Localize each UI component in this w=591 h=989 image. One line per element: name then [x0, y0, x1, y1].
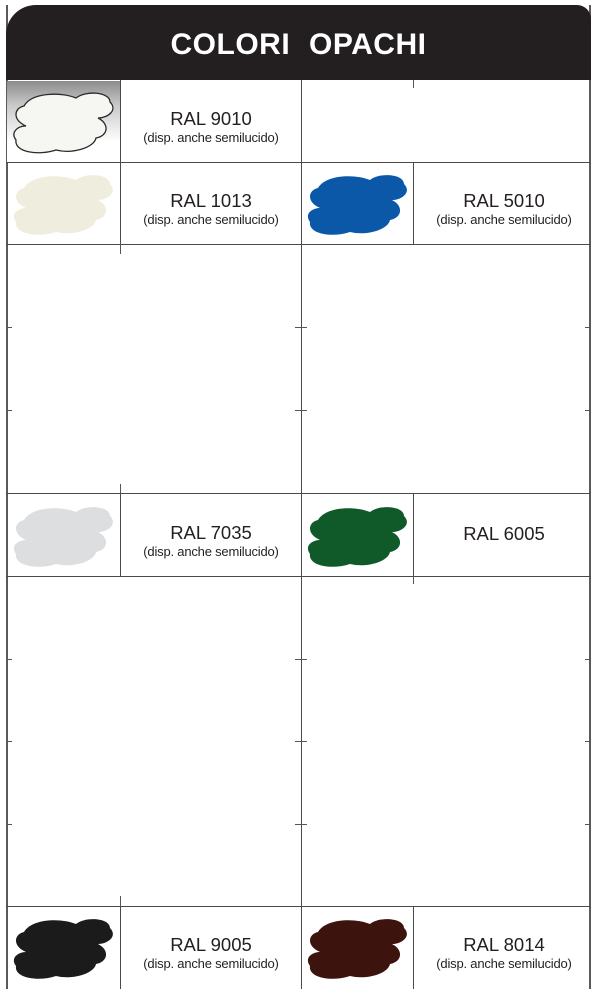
tick-mark — [413, 576, 414, 584]
color-label-ral-7035: RAL 7035 (disp. anche semilucido) — [121, 522, 301, 559]
color-code: RAL 9010 — [170, 108, 252, 129]
color-code: RAL 5010 — [463, 190, 545, 211]
divider — [6, 162, 591, 163]
swatch-ral-5010 — [307, 175, 407, 235]
tick-mark — [585, 659, 591, 660]
color-code: RAL 7035 — [170, 522, 252, 543]
color-label-ral-9005: RAL 9005 (disp. anche semilucido) — [121, 934, 301, 971]
swatch-ral-7035 — [13, 507, 113, 567]
divider — [120, 906, 121, 989]
swatch-shape — [13, 175, 113, 235]
swatch-ral-9010 — [13, 92, 114, 154]
tick-mark — [585, 824, 591, 825]
swatch-ral-6005 — [307, 507, 407, 567]
swatch-shape — [13, 919, 113, 979]
color-label-ral-8014: RAL 8014 (disp. anche semilucido) — [414, 934, 591, 971]
divider — [413, 493, 414, 576]
tick-mark — [295, 327, 307, 328]
tick-mark — [413, 80, 414, 88]
swatch-shape — [13, 507, 113, 567]
divider — [413, 906, 414, 989]
color-code: RAL 8014 — [463, 934, 545, 955]
swatch-shape — [307, 175, 407, 235]
tick-mark — [295, 659, 307, 660]
tick-mark — [120, 244, 121, 254]
divider — [413, 162, 414, 244]
divider — [6, 244, 591, 245]
tick-mark — [295, 824, 307, 825]
page-title: COLORI OPACHI — [170, 28, 427, 61]
color-note: (disp. anche semilucido) — [143, 955, 279, 971]
swatch-ral-9005 — [13, 919, 113, 979]
color-label-ral-6005: RAL 6005 — [414, 523, 591, 546]
divider — [120, 162, 121, 244]
tick-mark — [6, 824, 12, 825]
tick-mark — [585, 327, 591, 328]
swatch-shape — [13, 92, 114, 154]
divider — [120, 493, 121, 576]
swatch-ral-8014 — [307, 919, 407, 979]
tick-mark — [120, 484, 121, 493]
divider — [120, 80, 121, 162]
color-card — [6, 5, 591, 989]
divider — [301, 80, 302, 989]
divider — [6, 906, 591, 907]
color-note: (disp. anche semilucido) — [436, 211, 572, 227]
color-code: RAL 9005 — [170, 934, 252, 955]
tick-mark — [6, 410, 12, 411]
color-label-ral-1013: RAL 1013 (disp. anche semilucido) — [121, 190, 301, 227]
color-code: RAL 1013 — [170, 190, 252, 211]
color-label-ral-9010: RAL 9010 (disp. anche semilucido) — [121, 108, 301, 145]
header-bar: COLORI OPACHI — [6, 5, 591, 80]
color-note: (disp. anche semilucido) — [436, 955, 572, 971]
divider — [6, 493, 591, 494]
tick-mark — [585, 410, 591, 411]
tick-mark — [120, 896, 121, 906]
tick-mark — [295, 741, 307, 742]
divider — [6, 576, 591, 577]
tick-mark — [295, 410, 307, 411]
tick-mark — [585, 741, 591, 742]
color-note: (disp. anche semilucido) — [143, 543, 279, 559]
swatch-shape — [307, 507, 407, 567]
tick-mark — [6, 741, 12, 742]
color-note: (disp. anche semilucido) — [143, 129, 279, 145]
tick-mark — [6, 659, 12, 660]
color-code: RAL 6005 — [463, 523, 545, 544]
swatch-ral-1013 — [13, 175, 113, 235]
color-note: (disp. anche semilucido) — [143, 211, 279, 227]
tick-mark — [6, 327, 12, 328]
swatch-shape — [307, 919, 407, 979]
color-label-ral-5010: RAL 5010 (disp. anche semilucido) — [414, 190, 591, 227]
